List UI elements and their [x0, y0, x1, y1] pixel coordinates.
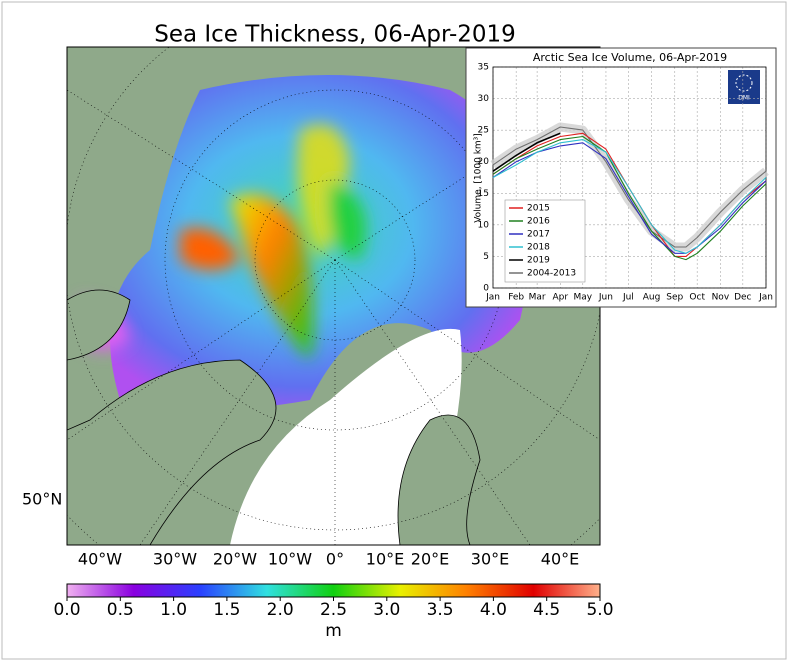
y-tick-label: 25	[478, 126, 489, 136]
baffin	[67, 289, 131, 361]
colorbar-tick-label: 3.5	[427, 600, 454, 620]
legend-label: 2018	[527, 243, 550, 253]
legend-box	[504, 199, 586, 283]
lon-label: 40°W	[78, 550, 122, 569]
lon-label: 30°E	[471, 550, 509, 569]
series-line	[492, 135, 767, 261]
colorbar-tick-label: 5.0	[586, 600, 613, 620]
lon-label: 0°	[326, 550, 344, 569]
greenland	[67, 359, 277, 545]
lat-label: 50°N	[22, 490, 62, 509]
lon-label: 40°E	[541, 550, 579, 569]
series-line	[492, 139, 767, 254]
colorbar-tick-label: 4.0	[480, 600, 507, 620]
colorbar-tick-label: 1.0	[160, 600, 187, 620]
y-tick-label: 10	[478, 220, 490, 230]
colorbar-tick-label: 0.0	[53, 600, 80, 620]
y-tick-label: 0	[483, 284, 489, 294]
x-tick-label: Mar	[529, 293, 546, 303]
inset-title: Arctic Sea Ice Volume, 06-Apr-2019	[533, 51, 727, 64]
y-tick-label: 30	[478, 94, 490, 104]
y-tick-label: 35	[478, 63, 489, 73]
colorbar-tick-label: 4.5	[533, 600, 560, 620]
x-tick-label: Feb	[508, 293, 524, 303]
colorbar-label: m	[325, 621, 342, 641]
y-label: Volume, [1000 km³]	[474, 133, 484, 223]
legend-label: 2004-2013	[527, 269, 576, 279]
legend-label: 2017	[527, 230, 550, 240]
x-tick-label: Dec	[734, 293, 751, 303]
scandinavia	[397, 414, 481, 545]
x-tick-label: Oct	[689, 293, 705, 303]
logo-text: DMI	[738, 95, 750, 102]
colorbar-tick-label: 2.0	[267, 600, 294, 620]
legend-label: 2019	[527, 256, 550, 266]
lon-label: 20°W	[213, 550, 257, 569]
colorbar-tick-label: 3.0	[373, 600, 400, 620]
legend-label: 2016	[527, 217, 550, 227]
x-tick-label: May	[573, 293, 592, 303]
series-line	[492, 132, 561, 172]
lon-label: 30°W	[153, 550, 197, 569]
logo-stars	[735, 74, 753, 92]
y-tick-label: 20	[478, 157, 490, 167]
lon-label: 10°E	[366, 550, 404, 569]
x-tick-label: Nov	[712, 293, 730, 303]
colorbar-tick-label: 0.5	[107, 600, 134, 620]
colorbar-tick-label: 2.5	[320, 600, 347, 620]
lon-label: 10°W	[268, 550, 312, 569]
legend-label: 2015	[527, 204, 550, 214]
x-tick-label: Jun	[598, 293, 613, 303]
title: Sea Ice Thickness, 06-Apr-2019	[154, 22, 516, 48]
map	[67, 47, 600, 545]
colorbar	[66, 583, 601, 598]
x-tick-label: Jan	[758, 293, 773, 303]
y-tick-label: 5	[483, 252, 489, 262]
x-tick-label: Aug	[643, 293, 661, 303]
colorbar-tick-label: 1.5	[213, 600, 240, 620]
lon-label: 20°E	[411, 550, 449, 569]
x-tick-label: Apr	[553, 293, 569, 303]
y-tick-label: 15	[478, 189, 489, 199]
x-tick-label: Sep	[666, 293, 683, 303]
x-tick-label: Jul	[622, 293, 634, 303]
x-tick-label: Jan	[485, 293, 500, 303]
thick-ice	[80, 124, 366, 360]
